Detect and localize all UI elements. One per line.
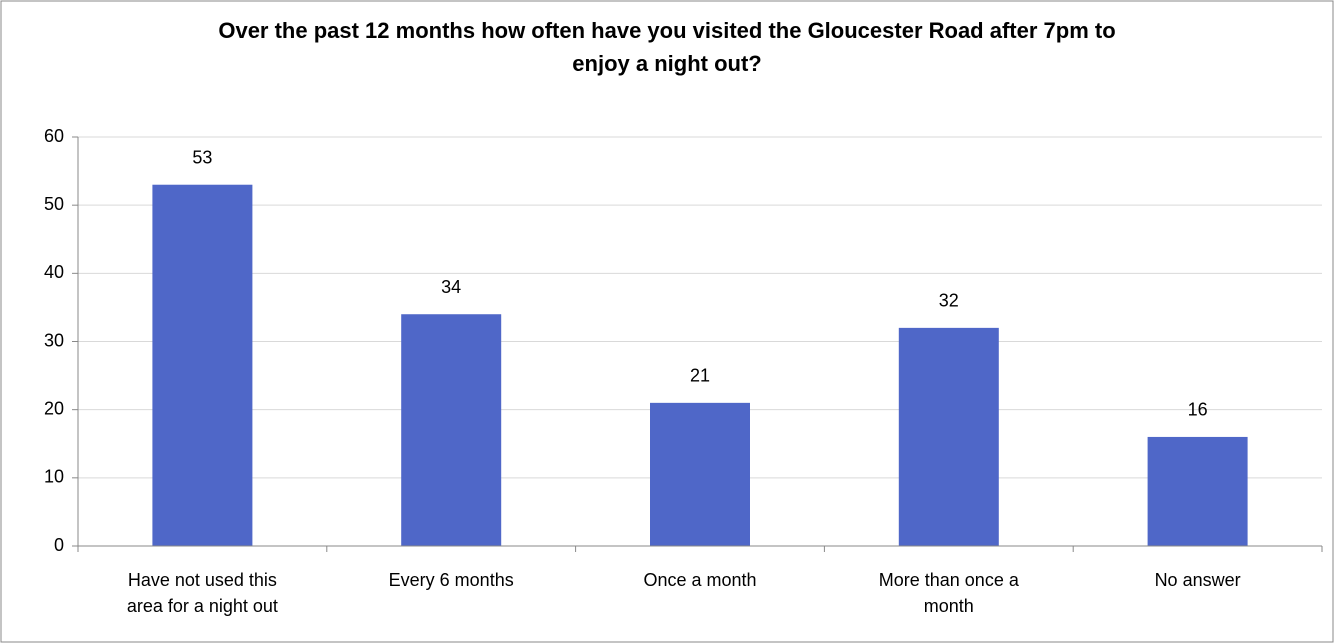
x-tick-label: Every 6 months	[388, 570, 514, 590]
bar	[898, 327, 999, 546]
value-label: 34	[441, 277, 461, 297]
y-tick-label: 20	[44, 398, 64, 418]
value-label: 16	[1188, 400, 1208, 420]
value-label: 53	[192, 147, 212, 167]
y-tick-label: 50	[44, 194, 64, 214]
bar	[401, 314, 502, 546]
bar	[152, 184, 253, 546]
bar	[1147, 436, 1248, 546]
x-tick-label: Have not used this area for a night out	[126, 570, 278, 616]
y-tick-label: 40	[44, 262, 64, 282]
value-label: 21	[690, 366, 710, 386]
x-tick-label: No answer	[1154, 570, 1241, 590]
bar	[650, 402, 750, 546]
x-tick-label: More than once a month	[878, 570, 1019, 616]
y-tick-label: 30	[44, 330, 64, 350]
y-tick-label: 0	[54, 535, 64, 555]
y-tick-label: 10	[44, 467, 64, 487]
chart-title: Over the past 12 months how often have y…	[218, 18, 1116, 76]
x-tick-label: Once a month	[643, 570, 757, 590]
value-label: 32	[939, 291, 959, 311]
y-tick-label: 60	[44, 126, 64, 146]
